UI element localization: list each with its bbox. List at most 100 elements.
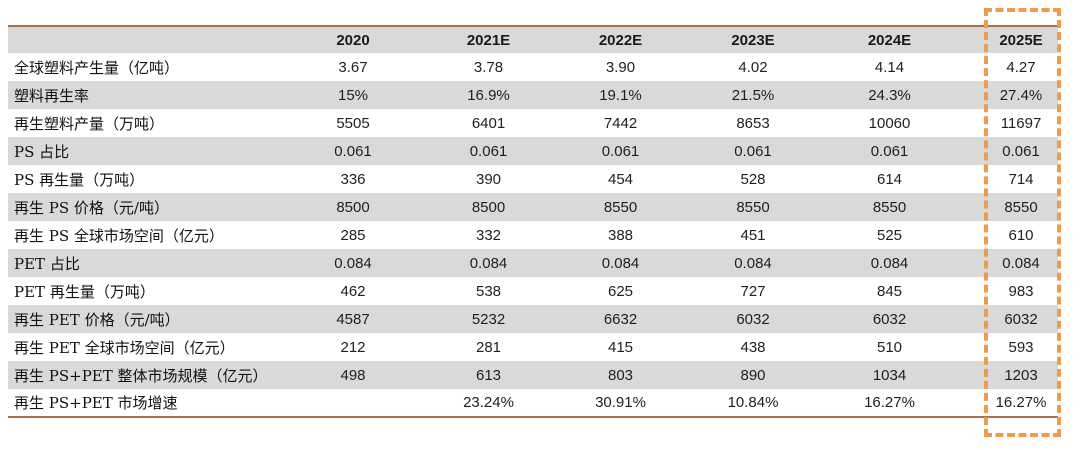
value-cell: 19.1% (599, 86, 642, 104)
value-cell: 8653 (736, 114, 770, 132)
value-cell: 0.061 (334, 142, 372, 160)
value-cell: 462 (340, 282, 366, 300)
value-cell: 336 (340, 170, 366, 188)
value-cell: 27.4% (999, 86, 1043, 104)
table-row: 再生 PS+PET 整体市场规模（亿元） 498 613 803 890 1034 1203 (8, 361, 1058, 389)
table-row: 塑料再生率 15% 16.9% 19.1% 21.5% 24.3% 27.4% (8, 81, 1058, 109)
value-cell: 0.084 (1002, 254, 1040, 272)
value-cell: 4.27 (1006, 58, 1036, 76)
header-cell-year: 2022E (598, 31, 643, 49)
value-cell: 625 (607, 282, 634, 300)
value-cell: 16.9% (467, 86, 510, 104)
header-row: 2020 2021E 2022E 2023E 2024E 2025E (8, 26, 1058, 53)
value-cell: 6032 (872, 310, 907, 328)
value-cell: 30.91% (595, 394, 646, 411)
value-cell: 415 (607, 338, 634, 356)
forecast-table: 2020 2021E 2022E 2023E 2024E 2025E 全球塑料产生量（亿吨… (8, 25, 1058, 418)
value-cell: 8550 (1004, 198, 1038, 216)
row-label: 再生 PS+PET 市场增速 (14, 394, 178, 412)
row-label: PET 再生量（万吨） (14, 282, 155, 301)
value-cell: 0.061 (870, 142, 909, 160)
table-row: PS 再生量（万吨） 336 390 454 528 614 714 (8, 165, 1058, 193)
header-cell-year: 2023E (731, 31, 775, 49)
value-cell: 332 (475, 226, 502, 244)
table-row: PET 再生量（万吨） 462 538 625 727 845 983 (8, 277, 1058, 305)
value-cell: 8550 (872, 198, 907, 216)
value-cell: 1203 (1004, 366, 1038, 384)
value-cell: 714 (1008, 170, 1034, 188)
value-cell: 614 (876, 170, 903, 188)
value-cell: 4587 (336, 310, 370, 328)
table-row: PET 占比 0.084 0.084 0.084 0.084 0.084 0.084 (8, 249, 1058, 277)
row-label: 塑料再生率 (14, 86, 90, 105)
value-cell: 7442 (603, 114, 638, 132)
value-cell: 983 (1008, 282, 1034, 300)
value-cell: 0.084 (870, 254, 909, 272)
value-cell: 5505 (336, 114, 370, 132)
value-cell: 0.084 (601, 254, 640, 272)
table-row: 再生 PS 全球市场空间（亿元） 285 332 388 451 525 610 (8, 221, 1058, 249)
value-cell: 3.67 (338, 58, 368, 76)
row-label: 再生 PS 价格（元/吨） (14, 198, 169, 217)
value-cell: 845 (876, 282, 903, 300)
header-cell-empty (8, 26, 285, 53)
header-cell-year: 2024E (867, 31, 912, 49)
value-cell: 727 (740, 282, 766, 300)
value-cell: 0.061 (601, 142, 640, 160)
value-cell: 24.3% (868, 86, 911, 104)
value-cell: 613 (475, 366, 502, 384)
header-cell-year: 2021E (466, 31, 511, 49)
value-cell: 11697 (1000, 114, 1042, 132)
value-cell: 0.084 (734, 254, 772, 272)
value-cell (285, 389, 421, 417)
value-cell: 212 (340, 338, 366, 356)
row-label: 再生 PS 全球市场空间（亿元） (14, 226, 224, 245)
value-cell: 6632 (603, 310, 638, 328)
value-cell: 803 (607, 366, 634, 384)
value-cell: 0.084 (334, 254, 372, 272)
value-cell: 10060 (868, 114, 911, 132)
value-cell: 23.24% (463, 394, 514, 411)
table-row: 再生 PS+PET 市场增速 23.24% 30.91% 10.84% 16.27% 16… (8, 389, 1058, 417)
header-cell-year: 2025E (999, 31, 1043, 49)
value-cell: 498 (340, 366, 366, 384)
value-cell: 0.061 (1002, 142, 1040, 160)
value-cell: 6032 (1004, 310, 1038, 328)
table-body: 全球塑料产生量（亿吨） 3.67 3.78 3.90 4.02 4.14 4.27 塑料再生率… (8, 53, 1058, 417)
value-cell: 525 (876, 226, 903, 244)
value-cell: 281 (475, 338, 502, 356)
value-cell: 538 (475, 282, 502, 300)
value-cell: 438 (740, 338, 766, 356)
row-label: PS 占比 (14, 142, 70, 161)
value-cell: 0.084 (469, 254, 508, 272)
value-cell: 8500 (471, 198, 506, 216)
value-cell: 6032 (736, 310, 770, 328)
value-cell: 16.27% (864, 394, 915, 411)
value-cell: 8550 (736, 198, 770, 216)
value-cell: 610 (1008, 226, 1034, 244)
value-cell: 15% (337, 86, 369, 104)
value-cell: 285 (340, 226, 366, 244)
value-cell: 0.061 (469, 142, 508, 160)
value-cell: 3.90 (605, 58, 636, 76)
row-label: 再生 PET 价格（元/吨） (14, 310, 180, 329)
value-cell: 890 (740, 366, 766, 384)
table-row: 再生 PET 全球市场空间（亿元） 212 281 415 438 510 593 (8, 333, 1058, 361)
value-cell: 593 (1008, 338, 1034, 356)
value-cell: 451 (740, 226, 766, 244)
value-cell: 10.84% (727, 394, 779, 411)
table-row: 全球塑料产生量（亿吨） 3.67 3.78 3.90 4.02 4.14 4.27 (8, 53, 1058, 81)
table-row: PS 占比 0.061 0.061 0.061 0.061 0.061 0.061 (8, 137, 1058, 165)
value-cell: 388 (607, 226, 634, 244)
value-cell: 528 (740, 170, 766, 188)
row-label: 再生塑料产量（万吨） (14, 114, 165, 133)
value-cell: 3.78 (473, 58, 504, 76)
row-label: 再生 PS+PET 整体市场规模（亿元） (14, 366, 268, 385)
row-label: PS 再生量（万吨） (14, 170, 145, 189)
row-label: 再生 PET 全球市场空间（亿元） (14, 338, 235, 357)
header-cell-year: 2020 (336, 31, 370, 49)
value-cell: 4.02 (738, 58, 768, 76)
value-cell: 8550 (603, 198, 638, 216)
value-cell: 8500 (336, 198, 370, 216)
